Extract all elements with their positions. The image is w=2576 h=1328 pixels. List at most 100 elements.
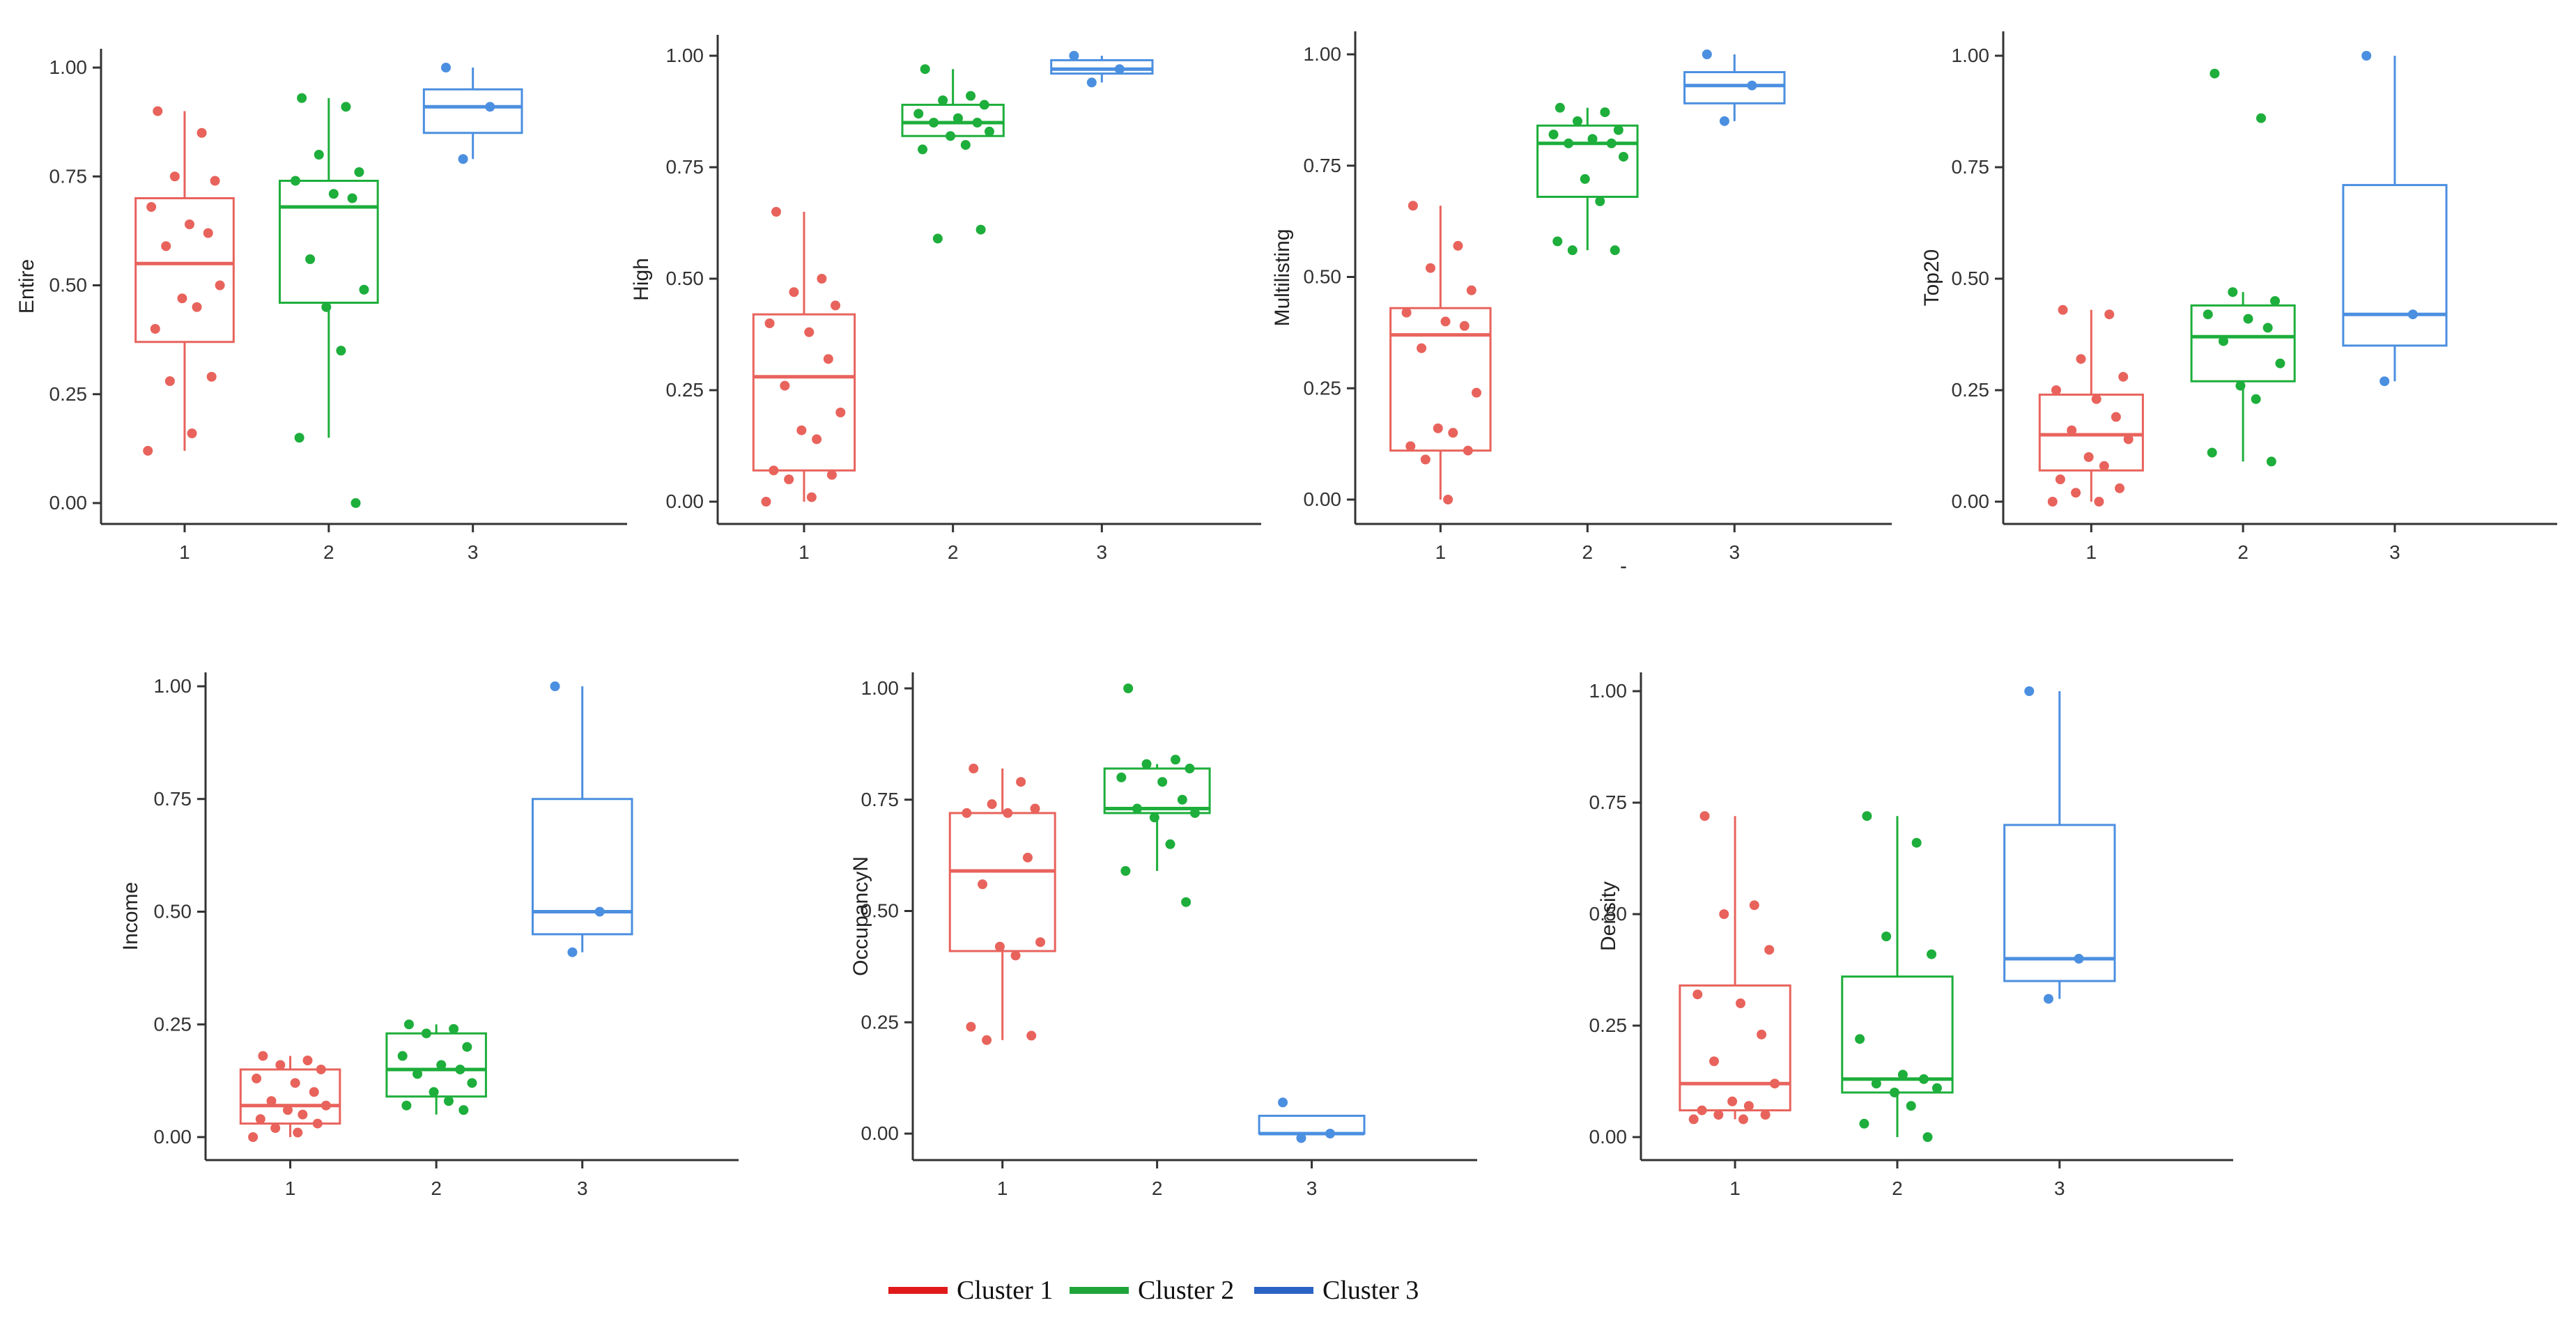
x-tick-label: 3 <box>1729 541 1740 563</box>
data-point <box>2203 309 2213 320</box>
data-point <box>1401 307 1412 318</box>
data-point <box>784 474 794 484</box>
data-point <box>2091 394 2101 404</box>
box-cluster-3 <box>531 681 633 957</box>
data-point <box>305 254 316 264</box>
data-point <box>1595 196 1605 206</box>
data-point <box>1855 1034 1865 1044</box>
data-point <box>2207 447 2217 458</box>
data-point <box>1727 1096 1738 1106</box>
panel-multilisting: 0.00 0.25 0.50 0.75 1.00 1 2 3 Multilisting - <box>1271 31 1892 578</box>
data-point <box>2051 385 2061 395</box>
y-tick-label: 0.50 <box>1304 266 1342 288</box>
data-point <box>1448 428 1458 438</box>
y-tick-label: 1.00 <box>49 56 88 78</box>
data-point <box>966 1021 976 1032</box>
data-point <box>341 102 351 112</box>
x-tick-label: 3 <box>2054 1178 2065 1199</box>
y-axis-title: Density <box>1597 881 1620 951</box>
data-point <box>1889 1088 1899 1097</box>
x-tick-label: 1 <box>799 541 810 563</box>
data-point <box>185 219 195 229</box>
box-iqr <box>2342 184 2448 347</box>
data-point <box>594 906 605 917</box>
data-point <box>164 376 175 386</box>
data-point <box>2228 287 2238 298</box>
data-point <box>2380 376 2390 387</box>
data-point <box>321 302 332 312</box>
box-cluster-3 <box>1683 49 1786 126</box>
x-tick-label: 3 <box>1306 1178 1318 1199</box>
data-point <box>1010 950 1021 961</box>
data-point <box>1016 777 1026 787</box>
y-tick-label: 1.00 <box>154 675 192 697</box>
data-point <box>290 176 300 186</box>
box-cluster-3 <box>1050 51 1154 88</box>
data-point <box>1764 945 1775 955</box>
data-point <box>1697 1105 1707 1115</box>
box-cluster-1 <box>1389 201 1492 504</box>
data-point <box>2076 354 2086 364</box>
data-point <box>336 346 346 356</box>
data-point <box>1177 794 1187 805</box>
y-tick-label: 0.00 <box>861 1122 900 1144</box>
data-point <box>169 171 180 182</box>
data-point <box>1922 1132 1933 1142</box>
panels: 0.00 0.25 0.50 0.75 1.00 1 2 3 Entire 0.00 0.25 0.5… <box>15 31 2557 1199</box>
data-point <box>298 1109 308 1120</box>
data-point <box>2218 336 2228 346</box>
box-cluster-3 <box>2003 686 2116 1004</box>
x-tick-label: 1 <box>1435 541 1447 563</box>
data-point <box>918 144 928 155</box>
box-iqr <box>948 812 1056 952</box>
data-point <box>2256 113 2267 123</box>
data-point <box>2209 68 2220 79</box>
data-point <box>780 380 790 391</box>
x-tick-label: 3 <box>468 541 479 563</box>
data-point <box>1120 865 1131 876</box>
data-point <box>321 1100 331 1111</box>
y-tick-label: 0.50 <box>1952 268 1990 289</box>
data-point <box>979 100 989 110</box>
data-point <box>192 302 202 312</box>
panel-density: 0.00 0.25 0.50 0.75 1.00 1 2 3 Density <box>1589 672 2233 1199</box>
data-point <box>1906 1101 1916 1111</box>
data-point <box>282 1105 293 1115</box>
data-point <box>1692 989 1703 1000</box>
y-tick-label: 1.00 <box>1589 680 1628 702</box>
data-point <box>1897 1070 1908 1080</box>
data-point <box>994 941 1005 952</box>
box-cluster-1 <box>134 106 235 456</box>
data-point <box>2043 994 2053 1004</box>
data-point <box>150 324 160 334</box>
data-point <box>2055 474 2065 484</box>
legend-label-cluster-3: Cluster 3 <box>1322 1276 1419 1305</box>
y-tick-label: 0.50 <box>154 901 192 922</box>
data-point <box>946 131 956 141</box>
data-point <box>350 498 361 508</box>
x-tick-label: 2 <box>2237 541 2249 563</box>
data-point <box>2118 371 2129 382</box>
box-iqr <box>2190 304 2296 383</box>
y-tick-label: 0.25 <box>861 1011 900 1033</box>
data-point <box>1157 777 1168 787</box>
y-axis-title: Top20 <box>1920 249 1943 307</box>
data-point <box>449 1024 459 1034</box>
data-point <box>1086 77 1097 88</box>
y-tick-label: 0.75 <box>666 156 704 178</box>
data-point <box>467 1078 477 1088</box>
x-axis-title: - <box>1620 555 1627 578</box>
data-point <box>429 1087 439 1097</box>
y-axis-title: High <box>630 258 653 301</box>
data-point <box>1859 1118 1869 1129</box>
data-point <box>830 300 840 311</box>
box-cluster-2 <box>1841 811 1954 1142</box>
x-tick-label: 3 <box>2389 541 2400 563</box>
legend-item-cluster-3: Cluster 3 <box>1254 1276 1419 1305</box>
data-point <box>1141 759 1152 769</box>
data-point <box>2104 309 2115 320</box>
data-point <box>2094 497 2104 507</box>
data-point <box>2047 497 2058 507</box>
data-point <box>1030 803 1040 814</box>
data-point <box>1600 107 1610 118</box>
